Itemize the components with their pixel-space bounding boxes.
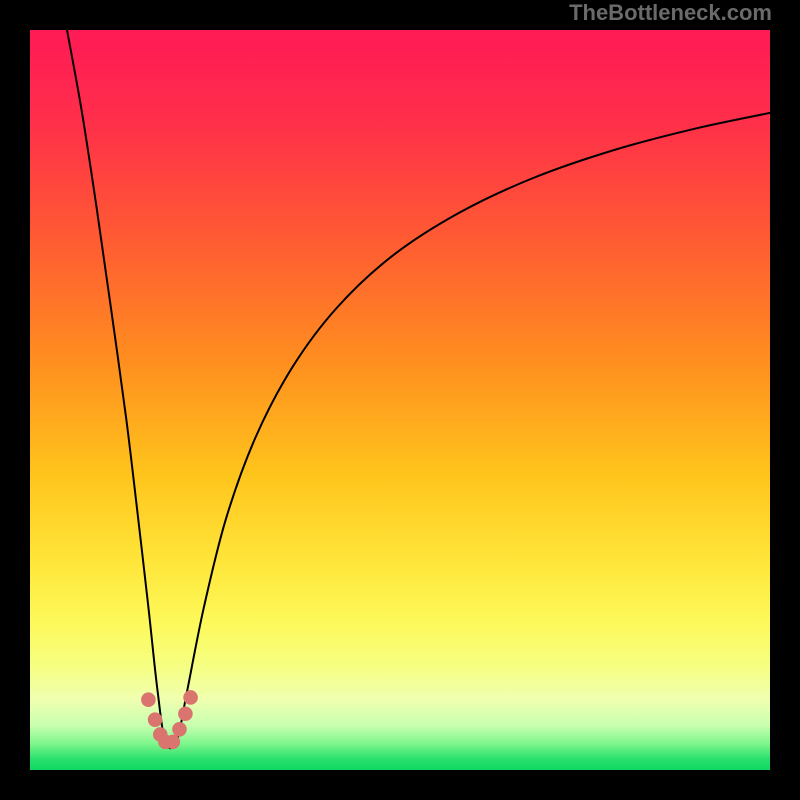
marker-dot — [141, 692, 156, 707]
plot-area — [30, 30, 770, 770]
marker-dot — [183, 690, 198, 705]
marker-dot — [148, 712, 163, 727]
chart-svg — [30, 30, 770, 770]
watermark-text: TheBottleneck.com — [569, 0, 772, 26]
gradient-background — [30, 30, 770, 770]
marker-dot — [166, 735, 181, 750]
marker-dot — [172, 722, 187, 737]
marker-dot — [178, 706, 193, 721]
